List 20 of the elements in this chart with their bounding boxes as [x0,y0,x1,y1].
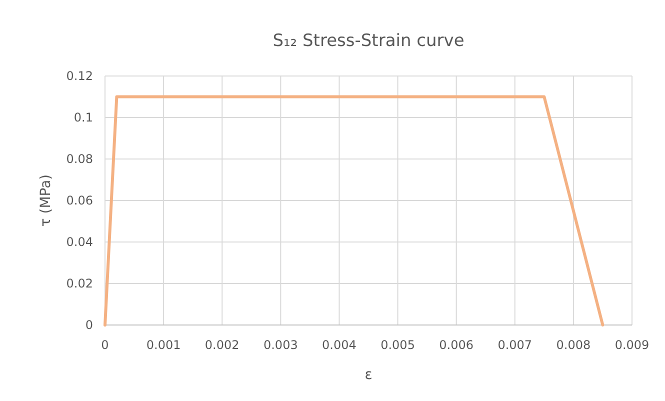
y-axis-title: τ (MPa) [38,174,54,227]
y-tick-label: 0.04 [66,235,93,250]
x-tick-label: 0.007 [498,338,532,352]
x-tick-label: 0.003 [263,338,298,352]
y-tick-label: 0.12 [66,69,93,84]
x-axis-title: ε [364,367,372,383]
y-tick-label: 0.1 [74,110,93,125]
y-tick-label: 0 [85,318,93,332]
x-tick-label: 0 [101,338,109,352]
x-tick-label: 0.001 [146,338,181,352]
x-tick-label: 0.005 [380,338,415,352]
x-tick-label: 0.006 [439,338,474,352]
y-tick-label: 0.06 [66,194,93,208]
chart-title: S₁₂ Stress-Strain curve [272,31,464,51]
x-tick-label: 0.002 [204,338,240,352]
y-tick-label: 0.08 [66,152,93,166]
x-tick-label: 0.008 [556,338,591,352]
x-tick-label: 0.009 [614,338,650,352]
y-tick-label: 0.02 [66,276,93,291]
x-tick-label: 0.004 [322,338,356,352]
